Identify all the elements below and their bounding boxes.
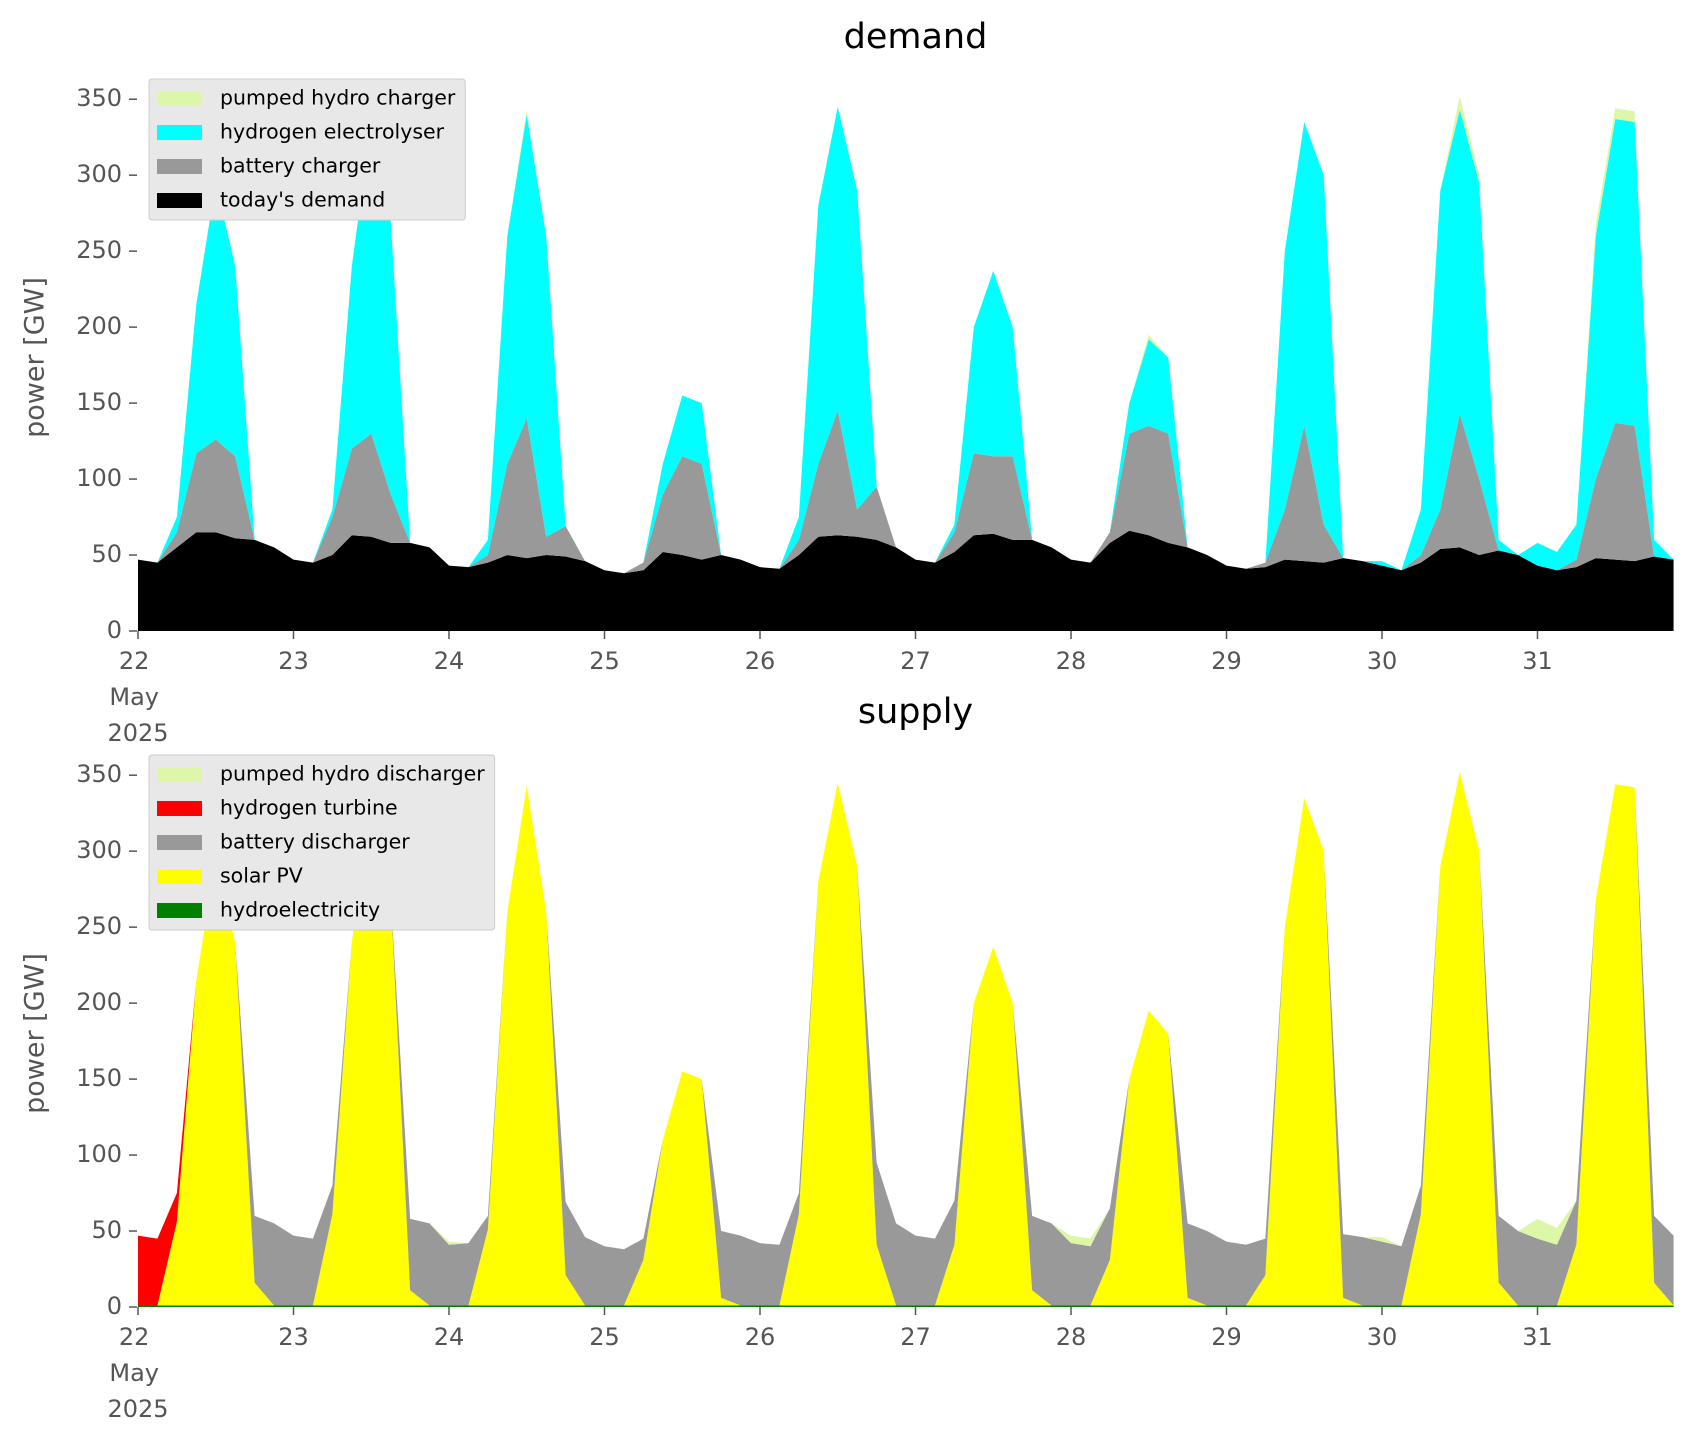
chart-title: demand — [844, 17, 988, 57]
x-tick-label: 25 — [589, 647, 620, 675]
x-tick-label: 25 — [589, 1323, 620, 1351]
x-tick-label: 26 — [745, 1323, 776, 1351]
y-tick-label: 300 — [76, 160, 122, 188]
x-tick-label: 29 — [1211, 647, 1242, 675]
x-tick-label: 22 May 2025 — [107, 647, 168, 747]
legend: pumped hydro charger hydrogen electrolyse… — [148, 78, 466, 221]
legend-swatch — [157, 125, 202, 140]
y-tick-label: 250 — [76, 236, 122, 264]
legend-swatch — [157, 91, 202, 106]
y-tick-label: 350 — [76, 84, 122, 112]
y-tick-label: 150 — [76, 388, 122, 416]
y-tick-label: 100 — [76, 464, 122, 492]
x-tick-label: 31 — [1522, 647, 1553, 675]
chart-title: supply — [858, 692, 973, 732]
legend-box — [148, 754, 496, 931]
legend-label: hydrogen electrolyser — [220, 120, 445, 144]
x-tick-label: 22 May 2025 — [107, 1323, 168, 1423]
x-tick-label: 29 — [1211, 1323, 1242, 1351]
y-tick-label: 250 — [76, 912, 122, 940]
x-tick-label: 23 — [278, 1323, 309, 1351]
y-tick-label: 200 — [76, 988, 122, 1016]
x-tick-label: 24 — [434, 1323, 465, 1351]
y-tick-label: 200 — [76, 312, 122, 340]
legend-label: hydroelectricity — [220, 898, 380, 922]
legend-swatch — [157, 835, 202, 850]
y-tick-label: 350 — [76, 760, 122, 788]
x-tick-label: 23 — [278, 647, 309, 675]
x-tick-label: 28 — [1056, 647, 1087, 675]
legend-swatch — [157, 159, 202, 174]
x-tick-label: 30 — [1367, 1323, 1398, 1351]
y-axis-label: power [GW] — [20, 953, 51, 1114]
legend-swatch — [157, 903, 202, 918]
legend: pumped hydro discharger hydrogen turbine b… — [148, 754, 496, 931]
y-tick-label: 0 — [107, 616, 122, 644]
legend-swatch — [157, 193, 202, 208]
y-tick-label: 50 — [91, 540, 122, 568]
area — [138, 1305, 1674, 1307]
legend-label: pumped hydro charger — [220, 86, 456, 110]
y-tick-label: 0 — [107, 1292, 122, 1320]
x-tick-label: 27 — [900, 1323, 931, 1351]
legend-swatch — [157, 801, 202, 816]
x-tick-label: 30 — [1367, 647, 1398, 675]
area — [138, 410, 1674, 574]
x-tick-label: 26 — [745, 647, 776, 675]
x-tick-label: 31 — [1522, 1323, 1553, 1351]
area — [138, 772, 1674, 1306]
area — [138, 530, 1674, 631]
legend-label: battery charger — [220, 154, 381, 178]
y-tick-label: 300 — [76, 836, 122, 864]
legend-label: hydrogen turbine — [220, 796, 398, 820]
legend-swatch — [157, 767, 202, 782]
y-tick-label: 50 — [91, 1216, 122, 1244]
x-tick-label: 28 — [1056, 1323, 1087, 1351]
x-tick-label: 27 — [900, 647, 931, 675]
legend-label: pumped hydro discharger — [220, 762, 485, 786]
legend-label: solar PV — [220, 864, 303, 888]
area — [138, 106, 1674, 574]
legend-label: today's demand — [220, 188, 385, 212]
legend-box — [148, 78, 466, 221]
area — [138, 772, 1674, 1306]
y-axis-label: power [GW] — [20, 277, 51, 438]
legend-label: battery discharger — [220, 830, 410, 854]
legend-swatch — [157, 869, 202, 884]
y-tick-label: 150 — [76, 1064, 122, 1092]
y-tick-label: 100 — [76, 1140, 122, 1168]
x-tick-label: 24 — [434, 647, 465, 675]
